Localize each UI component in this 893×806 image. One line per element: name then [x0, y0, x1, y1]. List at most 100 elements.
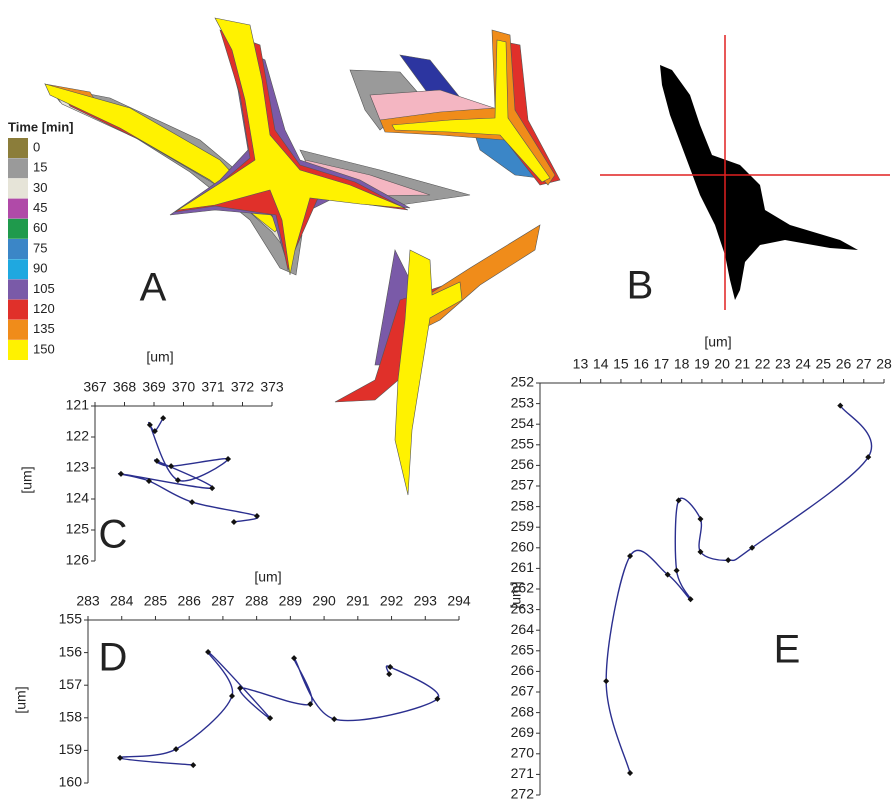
x-axis-label: [um]	[254, 569, 281, 585]
legend-label: 30	[33, 180, 47, 195]
x-tick-label: 291	[346, 593, 370, 609]
x-tick-label: 284	[110, 593, 134, 609]
y-tick-label: 269	[511, 724, 535, 740]
y-tick-label: 271	[511, 765, 535, 781]
x-tick-label: 15	[613, 356, 629, 372]
y-tick-label: 257	[511, 477, 535, 493]
y-tick-label: 255	[511, 436, 535, 452]
point-marker	[190, 762, 196, 768]
x-tick-label: 367	[83, 379, 107, 395]
point-marker	[229, 693, 235, 699]
x-tick-label: 368	[113, 379, 137, 395]
point-marker	[627, 770, 633, 776]
x-tick-label: 13	[573, 356, 589, 372]
x-tick-label: 27	[856, 356, 872, 372]
legend-swatch	[8, 219, 28, 239]
legend-label: 135	[33, 321, 55, 336]
x-tick-label: 287	[211, 593, 235, 609]
y-tick-label: 267	[511, 683, 535, 699]
y-tick-label: 270	[511, 745, 535, 761]
point-marker	[118, 471, 124, 477]
y-tick-label: 125	[66, 521, 90, 537]
y-tick-label: 122	[66, 428, 90, 444]
x-tick-label: 289	[279, 593, 303, 609]
x-tick-label: 18	[674, 356, 690, 372]
y-tick-label: 261	[511, 559, 535, 575]
point-marker	[697, 516, 703, 522]
legend-label: 150	[33, 341, 55, 356]
x-tick-label: 372	[231, 379, 255, 395]
figure: B A Time [min] 0153045607590105120135150…	[0, 0, 893, 801]
y-tick-label: 256	[511, 456, 535, 472]
y-tick-label: 157	[59, 676, 83, 692]
x-tick-label: 293	[414, 593, 438, 609]
legend-label: 75	[33, 240, 47, 255]
y-tick-label: 259	[511, 518, 535, 534]
x-tick-label: 19	[694, 356, 710, 372]
x-tick-label: 21	[735, 356, 751, 372]
legend-label: 45	[33, 200, 47, 215]
y-tick-label: 159	[59, 741, 83, 757]
point-marker	[674, 567, 680, 573]
panel-letter: C	[99, 513, 128, 557]
point-marker	[231, 519, 237, 525]
point-marker	[160, 415, 166, 421]
point-marker	[386, 671, 392, 677]
x-tick-label: 369	[142, 379, 166, 395]
trajectory	[606, 406, 871, 773]
point-marker	[331, 716, 337, 722]
trajectory	[119, 418, 259, 522]
y-tick-label: 155	[59, 611, 83, 627]
y-tick-label: 266	[511, 662, 535, 678]
point-marker	[173, 746, 179, 752]
x-tick-label: 290	[312, 593, 336, 609]
x-tick-label: 370	[172, 379, 196, 395]
x-tick-label: 23	[775, 356, 791, 372]
legend-label: 105	[33, 281, 55, 296]
x-tick-label: 288	[245, 593, 269, 609]
panel-letter: D	[99, 636, 128, 680]
y-tick-label: 123	[66, 459, 90, 475]
y-tick-label: 268	[511, 703, 535, 719]
y-tick-label: 260	[511, 539, 535, 555]
y-axis-label: [um]	[19, 466, 35, 493]
y-tick-label: 265	[511, 642, 535, 658]
cell-shape	[420, 225, 540, 330]
y-tick-label: 253	[511, 394, 535, 410]
legend-title: Time [min]	[8, 119, 74, 134]
x-tick-label: 16	[633, 356, 649, 372]
panel-letter: A	[140, 266, 167, 310]
x-tick-label: 283	[76, 593, 100, 609]
y-tick-label: 160	[59, 774, 83, 790]
y-tick-label: 264	[511, 621, 535, 637]
point-marker	[387, 664, 393, 670]
point-marker	[117, 755, 123, 761]
legend-label: 60	[33, 220, 47, 235]
cell-overlays	[45, 18, 560, 495]
x-tick-label: 292	[380, 593, 404, 609]
legend-swatch	[8, 178, 28, 198]
y-tick-label: 124	[66, 490, 90, 506]
legend-swatch	[8, 199, 28, 219]
y-axis-label: [um]	[508, 581, 524, 608]
panel-b: B	[600, 35, 890, 310]
x-tick-label: 286	[178, 593, 202, 609]
page: {"panel_a":{"label":"A","legend_title":"…	[0, 0, 893, 801]
legend-swatch	[8, 158, 28, 178]
legend-swatch	[8, 320, 28, 340]
legend-swatch	[8, 239, 28, 259]
panel-letter: B	[627, 264, 654, 308]
legend-label: 0	[33, 139, 40, 154]
legend-swatch	[8, 259, 28, 279]
point-marker	[189, 499, 195, 505]
cell-mask	[660, 65, 858, 300]
y-tick-label: 158	[59, 709, 83, 725]
y-tick-label: 258	[511, 497, 535, 513]
point-marker	[147, 422, 153, 428]
y-axis-label: [um]	[13, 686, 29, 713]
legend-label: 15	[33, 160, 47, 175]
legend-swatch	[8, 279, 28, 299]
x-tick-label: 373	[260, 379, 284, 395]
point-marker	[725, 557, 731, 563]
legend-label: 90	[33, 261, 47, 276]
